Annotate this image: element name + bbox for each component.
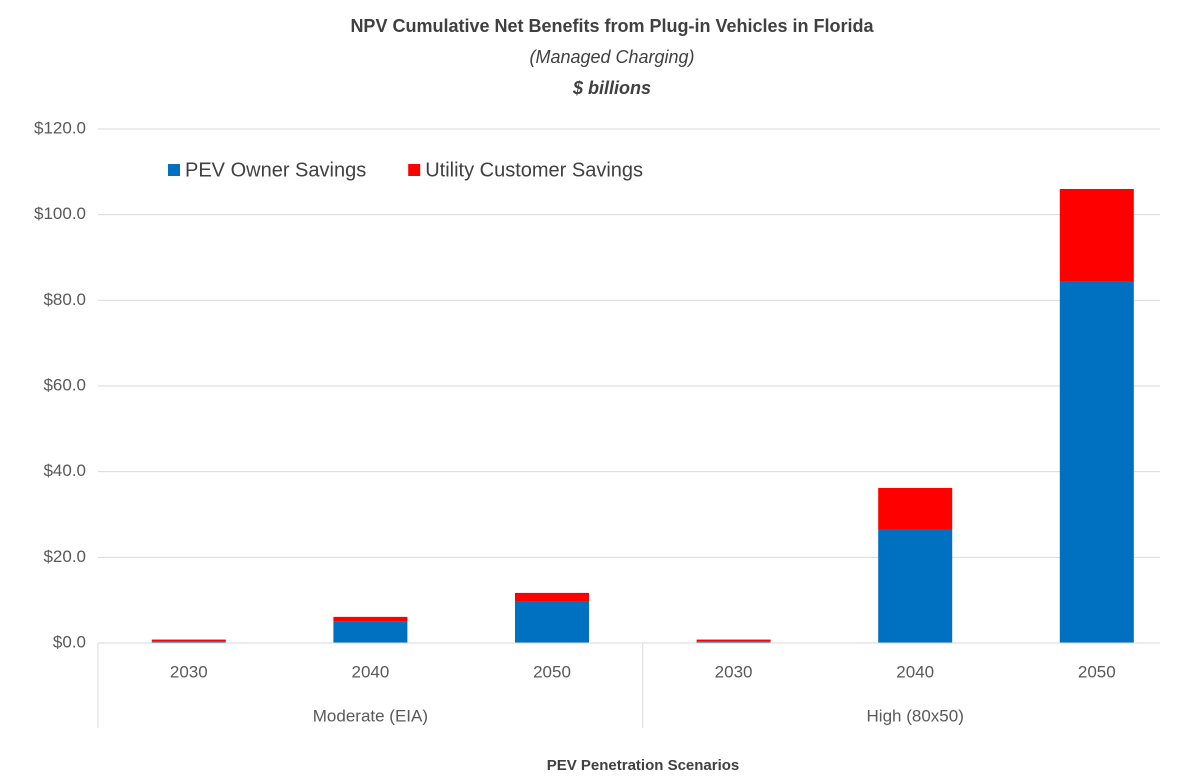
bar-segment [333, 616, 408, 622]
legend-swatch [408, 164, 421, 176]
bar-segment [1059, 281, 1134, 643]
bar-segment [1059, 188, 1134, 282]
bar-segment [696, 639, 771, 642]
x-tick-label: 2030 [170, 662, 208, 681]
group-label: High (80x50) [867, 706, 964, 725]
bar-segment [333, 621, 408, 643]
x-tick-label: 2030 [715, 662, 753, 681]
bar-segment [878, 529, 953, 643]
bar-segment [515, 592, 589, 602]
unit-label: $ billions [572, 78, 651, 98]
x-tick-label: 2040 [351, 662, 389, 681]
bar-segment [515, 601, 589, 643]
x-tick-label: 2040 [896, 662, 934, 681]
y-tick-label: $80.0 [43, 290, 86, 309]
bar-segment [696, 641, 771, 643]
y-tick-label: $120.0 [34, 118, 86, 137]
chart-subtitle: (Managed Charging) [529, 47, 694, 67]
bar-segment [878, 487, 953, 530]
y-tick-label: $0.0 [53, 632, 86, 651]
x-axis-title: PEV Penetration Scenarios [547, 757, 740, 773]
bar-segment [151, 639, 226, 642]
x-tick-label: 2050 [533, 662, 571, 681]
group-label: Moderate (EIA) [313, 706, 428, 725]
x-tick-label: 2050 [1078, 662, 1116, 681]
y-tick-label: $40.0 [43, 461, 86, 480]
legend-swatch [168, 164, 180, 176]
bar-segment [151, 641, 226, 643]
y-tick-label: $60.0 [43, 375, 86, 394]
legend-label: Utility Customer Savings [425, 159, 643, 181]
legend-label: PEV Owner Savings [185, 159, 366, 181]
y-tick-label: $100.0 [34, 204, 86, 223]
y-tick-label: $20.0 [43, 547, 86, 566]
chart-title: NPV Cumulative Net Benefits from Plug-in… [350, 16, 874, 36]
